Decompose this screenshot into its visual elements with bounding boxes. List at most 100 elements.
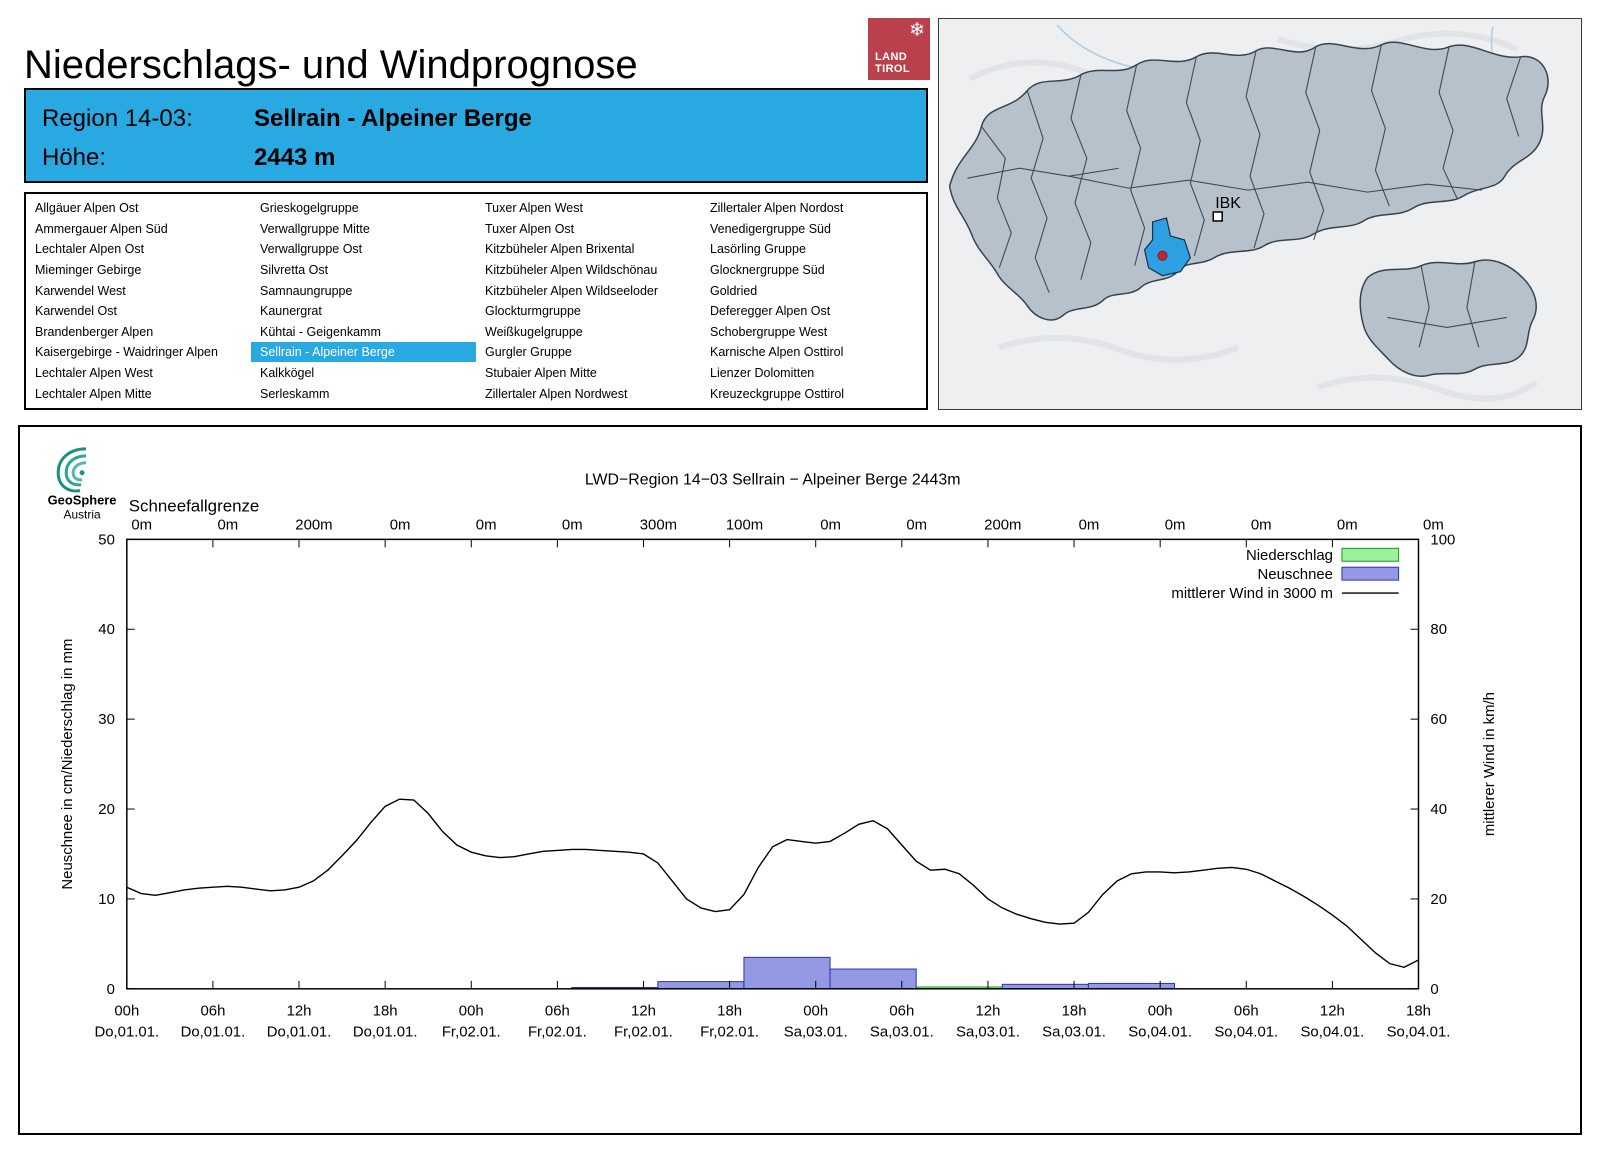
- region-list-item[interactable]: Lechtaler Alpen Mitte: [35, 386, 152, 401]
- region-list-item[interactable]: Venedigergruppe Süd: [710, 221, 831, 236]
- svg-text:80: 80: [1430, 622, 1447, 638]
- svg-text:06h: 06h: [545, 1004, 570, 1020]
- svg-text:Neuschnee: Neuschnee: [1258, 567, 1333, 583]
- region-list-item[interactable]: Verwallgruppe Ost: [260, 242, 363, 257]
- ibk-marker: [1212, 211, 1223, 222]
- region-list-item[interactable]: Kaisergebirge - Waidringer Alpen: [35, 345, 218, 360]
- tirol-map[interactable]: IBK: [939, 19, 1581, 409]
- svg-text:200m: 200m: [295, 517, 332, 533]
- svg-text:0m: 0m: [476, 517, 497, 533]
- svg-text:Niederschlag: Niederschlag: [1246, 548, 1333, 564]
- chart-legend: Niederschlag Neuschnee mittlerer Wind in 3…: [1171, 547, 1400, 602]
- snowflake-icon: ❄: [909, 20, 925, 41]
- region-list-item[interactable]: Goldried: [710, 283, 758, 298]
- svg-text:0m: 0m: [217, 517, 238, 533]
- station-marker: [1157, 250, 1168, 261]
- region-list-item[interactable]: Tuxer Alpen Ost: [485, 221, 575, 236]
- region-list-item[interactable]: Silvretta Ost: [260, 263, 329, 278]
- svg-text:18h: 18h: [1062, 1004, 1087, 1020]
- east-tyrol-region-area[interactable]: [1359, 259, 1537, 377]
- svg-text:300m: 300m: [640, 517, 677, 533]
- forecast-chart: 00h Do,01.01. 06h Do,01.01. 12h Do,01.01. 18h D…: [18, 425, 1582, 1135]
- region-list-item[interactable]: Serleskamm: [260, 386, 330, 401]
- region-list-item[interactable]: Grieskogelgruppe: [260, 201, 359, 216]
- region-list-item[interactable]: Ammergauer Alpen Süd: [35, 221, 168, 236]
- svg-text:10: 10: [98, 892, 115, 908]
- region-list-item[interactable]: Kitzbüheler Alpen Wildschönau: [485, 263, 658, 278]
- y-axis-right: 0 20 40 60 80 100: [1430, 532, 1455, 997]
- region-list-item[interactable]: Stubaier Alpen Mitte: [485, 366, 597, 381]
- svg-text:18h: 18h: [717, 1004, 742, 1020]
- svg-text:Do,01.01.: Do,01.01.: [181, 1025, 246, 1041]
- region-list-item[interactable]: Karwendel West: [35, 283, 126, 298]
- region-list-item[interactable]: Lechtaler Alpen Ost: [35, 242, 145, 257]
- region-list-item[interactable]: Gurgler Gruppe: [485, 345, 572, 360]
- region-list-item[interactable]: Samnaungruppe: [260, 283, 353, 298]
- tirol-map-panel: IBK: [938, 18, 1582, 410]
- svg-text:20: 20: [98, 802, 115, 818]
- north-tyrol-region-area[interactable]: [948, 41, 1549, 321]
- region-list-item[interactable]: Mieminger Gebirge: [35, 263, 142, 278]
- region-list-item[interactable]: Kalkkögel: [260, 366, 315, 381]
- svg-text:00h: 00h: [459, 1004, 484, 1020]
- svg-text:So,04.01.: So,04.01.: [1387, 1025, 1451, 1041]
- wind-line: [126, 798, 1419, 968]
- region-list-item[interactable]: Karnische Alpen Osttirol: [710, 345, 844, 360]
- region-list-item[interactable]: Kreuzeckgruppe Osttirol: [710, 386, 845, 401]
- svg-text:0m: 0m: [820, 517, 841, 533]
- region-list-column: Tuxer Alpen West Tuxer Alpen Ost Kitzbühel…: [476, 198, 701, 404]
- svg-text:Schneefallgrenze: Schneefallgrenze: [129, 497, 260, 516]
- region-list-item[interactable]: Glocknergruppe Süd: [710, 263, 825, 278]
- svg-text:0m: 0m: [1423, 517, 1444, 533]
- land-tirol-logo: ❄ LAND TIROL: [868, 18, 930, 80]
- land-tirol-logo-text: LAND TIROL: [875, 51, 910, 75]
- svg-text:mittlerer Wind in 3000 m: mittlerer Wind in 3000 m: [1171, 586, 1333, 602]
- svg-text:Fr,02.01.: Fr,02.01.: [700, 1025, 759, 1041]
- svg-text:Sa,03.01.: Sa,03.01.: [870, 1025, 934, 1041]
- plot-border: [126, 538, 1420, 990]
- svg-text:50: 50: [98, 532, 115, 548]
- svg-text:So,04.01.: So,04.01.: [1300, 1025, 1364, 1041]
- region-list-item[interactable]: Kühtai - Geigenkamm: [260, 324, 381, 339]
- selected-region-shape[interactable]: [1143, 217, 1192, 277]
- region-list-item[interactable]: Schobergruppe West: [710, 324, 828, 339]
- region-list-item[interactable]: Zillertaler Alpen Nordost: [710, 201, 844, 216]
- region-row: Region 14-03: Sellrain - Alpeiner Berge: [42, 99, 926, 138]
- region-list-item[interactable]: Deferegger Alpen Ost: [710, 304, 831, 319]
- region-list: Allgäuer Alpen Ost Ammergauer Alpen Süd Le…: [24, 192, 928, 410]
- region-list-item[interactable]: Glockturmgruppe: [485, 304, 581, 319]
- region-list-item[interactable]: Weißkugelgruppe: [485, 324, 583, 339]
- region-list-item[interactable]: Lechtaler Alpen West: [35, 366, 153, 381]
- x-axis: 00h Do,01.01. 06h Do,01.01. 12h Do,01.01. 18h D…: [94, 539, 1451, 1041]
- region-list-item[interactable]: Karwendel Ost: [35, 304, 117, 319]
- svg-text:12h: 12h: [975, 1004, 1000, 1020]
- region-list-item[interactable]: Kitzbüheler Alpen Wildseeloder: [485, 283, 659, 298]
- svg-text:30: 30: [98, 712, 115, 728]
- svg-text:0m: 0m: [1165, 517, 1186, 533]
- region-list-item[interactable]: Brandenberger Alpen: [35, 324, 154, 339]
- region-list-item[interactable]: Lasörling Gruppe: [710, 242, 806, 257]
- region-list-item[interactable]: Kitzbüheler Alpen Brixental: [485, 242, 635, 257]
- region-list-item[interactable]: Zillertaler Alpen Nordwest: [485, 386, 628, 401]
- region-label: Region 14-03:: [42, 104, 193, 132]
- region-list-item[interactable]: Lienzer Dolomitten: [710, 366, 815, 381]
- region-list-item[interactable]: Verwallgruppe Mitte: [260, 221, 370, 236]
- svg-text:06h: 06h: [200, 1004, 225, 1020]
- y-axis-left-label: Neuschnee in cm/Niederschlag in mm: [60, 639, 76, 890]
- svg-text:Do,01.01.: Do,01.01.: [353, 1025, 418, 1041]
- svg-text:0m: 0m: [906, 517, 927, 533]
- region-list-item[interactable]: Tuxer Alpen West: [485, 201, 583, 216]
- svg-text:00h: 00h: [803, 1004, 828, 1020]
- svg-text:Fr,02.01.: Fr,02.01.: [528, 1025, 587, 1041]
- region-list-item[interactable]: Kaunergrat: [260, 304, 322, 319]
- svg-text:0m: 0m: [1251, 517, 1272, 533]
- svg-text:12h: 12h: [1320, 1004, 1345, 1020]
- svg-text:So,04.01.: So,04.01.: [1128, 1025, 1192, 1041]
- region-list-item-selected[interactable]: Sellrain - Alpeiner Berge: [251, 342, 476, 363]
- svg-text:0m: 0m: [1337, 517, 1358, 533]
- svg-text:Sa,03.01.: Sa,03.01.: [784, 1025, 848, 1041]
- region-list-item[interactable]: Allgäuer Alpen Ost: [35, 201, 139, 216]
- svg-text:100m: 100m: [726, 517, 763, 533]
